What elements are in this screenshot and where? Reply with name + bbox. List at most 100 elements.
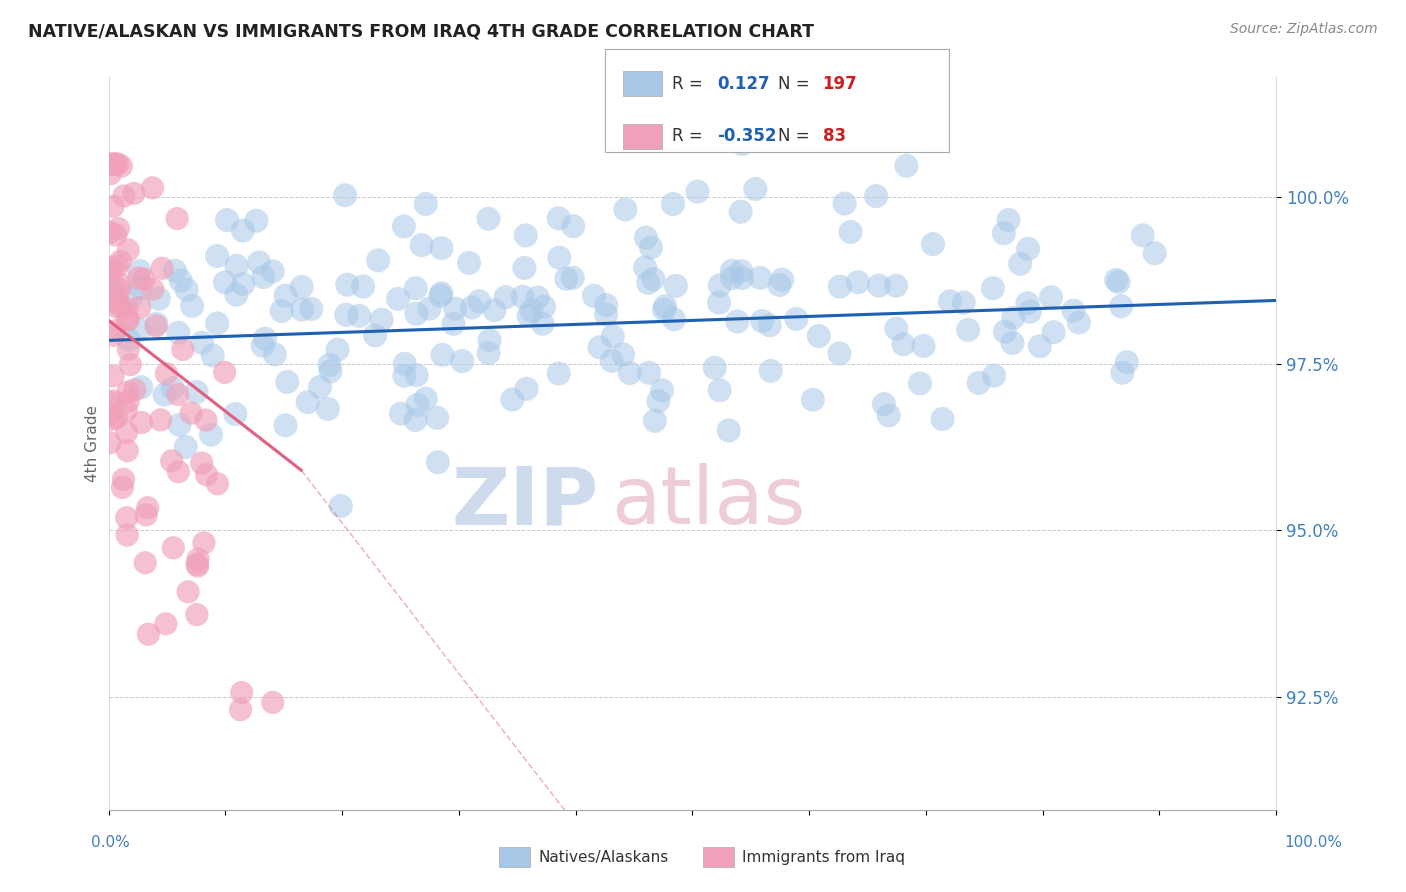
- Point: [703, 360, 725, 375]
- Point: [426, 455, 449, 469]
- Point: [180, 406, 202, 420]
- Point: [612, 348, 634, 362]
- Point: [145, 318, 167, 333]
- Point: [513, 260, 536, 275]
- Point: [908, 376, 931, 391]
- Point: [174, 440, 197, 454]
- Point: [707, 295, 730, 310]
- Point: [893, 337, 915, 351]
- Point: [107, 157, 129, 171]
- Point: [367, 253, 389, 268]
- Point: [104, 324, 127, 338]
- Point: [205, 249, 228, 263]
- Point: [477, 211, 499, 226]
- Point: [108, 277, 131, 291]
- Point: [478, 333, 501, 347]
- Point: [997, 213, 1019, 227]
- Point: [142, 282, 165, 296]
- Point: [232, 223, 254, 237]
- Point: [418, 301, 440, 316]
- Point: [561, 270, 583, 285]
- Point: [319, 364, 342, 378]
- Point: [1017, 296, 1039, 310]
- Point: [245, 213, 267, 227]
- Point: [531, 317, 554, 331]
- Point: [170, 274, 193, 288]
- Text: Source: ZipAtlas.com: Source: ZipAtlas.com: [1230, 22, 1378, 37]
- Point: [731, 136, 754, 151]
- Point: [1042, 325, 1064, 339]
- Point: [107, 259, 129, 273]
- Point: [562, 219, 585, 234]
- Point: [129, 380, 152, 394]
- Point: [115, 443, 138, 458]
- Point: [725, 314, 748, 328]
- Point: [392, 219, 415, 234]
- Point: [309, 380, 332, 394]
- Point: [101, 277, 124, 291]
- Point: [364, 328, 387, 343]
- Point: [515, 228, 537, 243]
- Point: [115, 510, 138, 524]
- Point: [166, 211, 188, 226]
- Point: [709, 384, 731, 398]
- Point: [104, 227, 127, 242]
- Point: [117, 343, 139, 357]
- Point: [193, 536, 215, 550]
- Point: [644, 414, 666, 428]
- Point: [638, 366, 661, 380]
- Point: [136, 500, 159, 515]
- Text: Natives/Alaskans: Natives/Alaskans: [538, 850, 669, 864]
- Point: [326, 343, 349, 357]
- Point: [839, 225, 862, 239]
- Point: [1111, 366, 1133, 380]
- Point: [758, 318, 780, 333]
- Point: [730, 264, 752, 278]
- Point: [662, 197, 685, 211]
- Point: [252, 338, 274, 352]
- Point: [207, 476, 229, 491]
- Point: [117, 384, 139, 399]
- Point: [654, 299, 676, 313]
- Point: [274, 418, 297, 433]
- Text: 100.0%: 100.0%: [1285, 836, 1343, 850]
- Point: [643, 272, 665, 286]
- Point: [98, 266, 121, 280]
- Point: [128, 301, 150, 315]
- Y-axis label: 4th Grade: 4th Grade: [86, 405, 100, 482]
- Point: [169, 417, 191, 432]
- Point: [195, 467, 218, 482]
- Point: [637, 276, 659, 290]
- Point: [225, 259, 247, 273]
- Point: [138, 627, 160, 641]
- Point: [318, 358, 340, 372]
- Point: [224, 407, 246, 421]
- Point: [162, 381, 184, 395]
- Point: [247, 255, 270, 269]
- Point: [721, 264, 744, 278]
- Point: [967, 376, 990, 390]
- Point: [749, 270, 772, 285]
- Point: [602, 329, 624, 343]
- Point: [117, 394, 139, 409]
- Point: [865, 189, 887, 203]
- Point: [105, 289, 128, 303]
- Point: [468, 294, 491, 309]
- Point: [751, 314, 773, 328]
- Point: [686, 185, 709, 199]
- Point: [104, 295, 127, 310]
- Point: [200, 427, 222, 442]
- Point: [957, 323, 980, 337]
- Point: [526, 291, 548, 305]
- Point: [177, 585, 200, 599]
- Point: [443, 317, 465, 331]
- Point: [98, 395, 121, 409]
- Point: [112, 189, 135, 203]
- Point: [132, 272, 155, 286]
- Point: [291, 302, 314, 317]
- Point: [134, 556, 156, 570]
- Point: [730, 204, 752, 219]
- Point: [405, 281, 427, 295]
- Point: [912, 339, 935, 353]
- Point: [107, 221, 129, 235]
